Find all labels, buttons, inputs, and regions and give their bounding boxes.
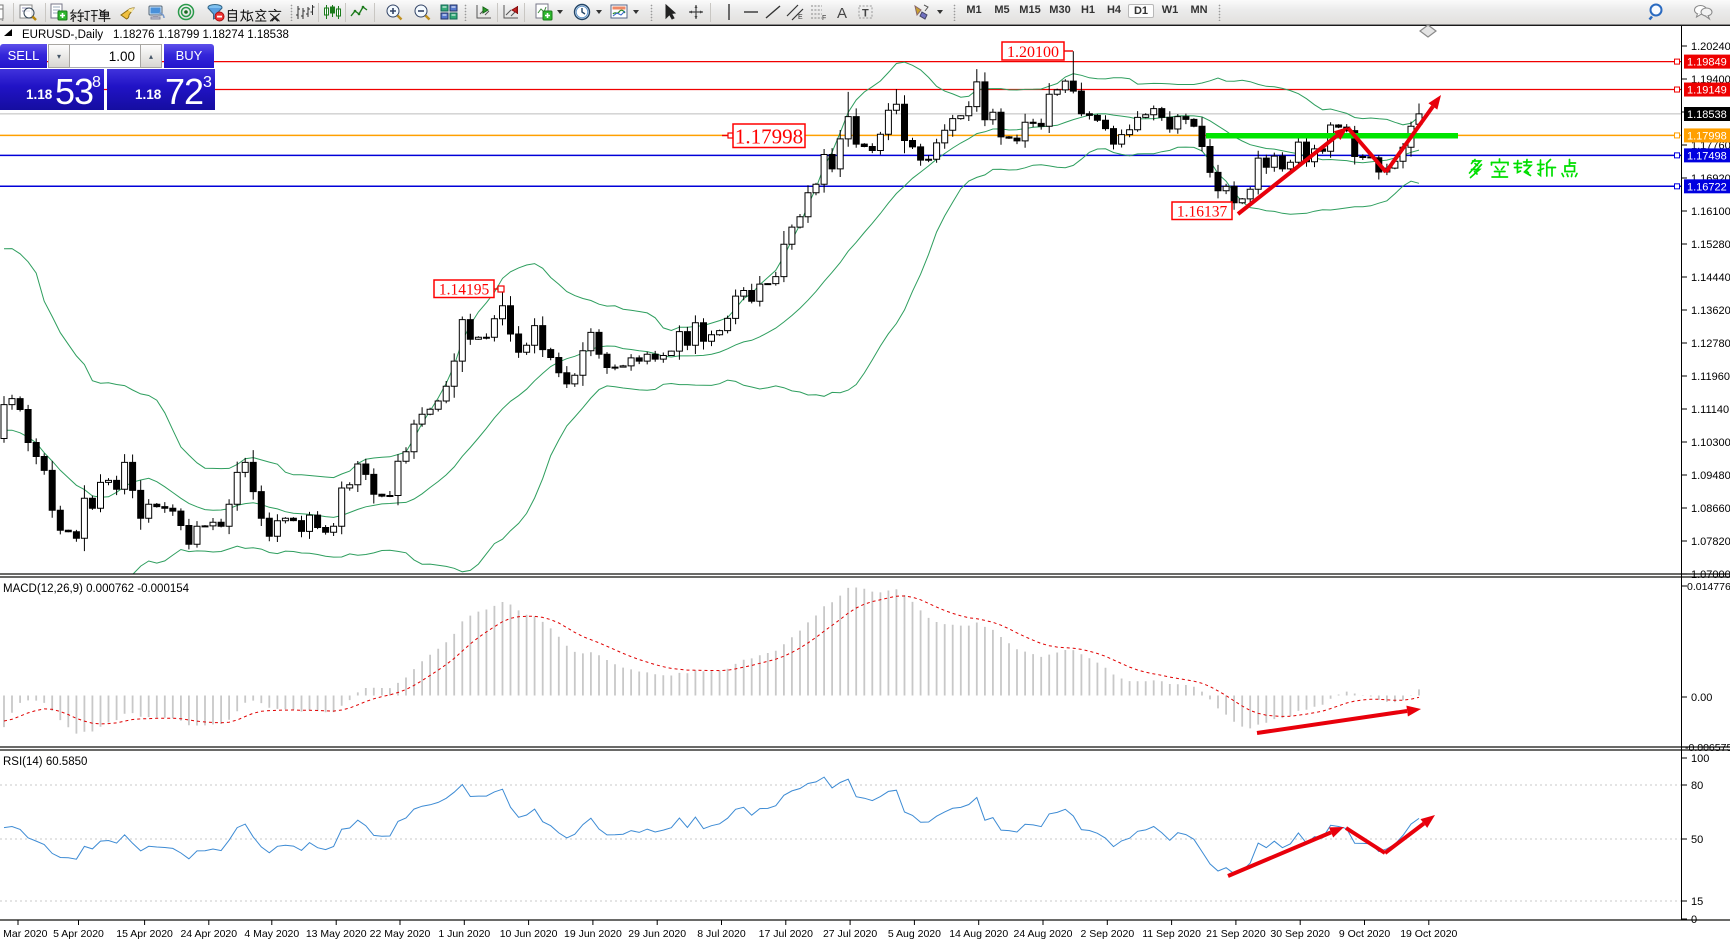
svg-text:13 May 2020: 13 May 2020 bbox=[306, 928, 367, 940]
svg-text:1.19849: 1.19849 bbox=[1687, 57, 1727, 69]
svg-text:1.14440: 1.14440 bbox=[1691, 272, 1730, 284]
svg-text:1.17998: 1.17998 bbox=[1687, 130, 1727, 142]
svg-text:-0.006575: -0.006575 bbox=[1685, 742, 1730, 754]
svg-text:A: A bbox=[837, 5, 847, 22]
svg-text:1.09480: 1.09480 bbox=[1691, 470, 1730, 482]
svg-text:1.16722: 1.16722 bbox=[1687, 181, 1727, 193]
svg-text:80: 80 bbox=[1691, 780, 1703, 792]
svg-text:24 Apr 2020: 24 Apr 2020 bbox=[180, 928, 237, 940]
svg-text:24 Aug 2020: 24 Aug 2020 bbox=[1014, 928, 1073, 940]
svg-text:26 Mar 2020: 26 Mar 2020 bbox=[0, 928, 48, 940]
svg-text:1.10300: 1.10300 bbox=[1691, 437, 1730, 449]
svg-text:EURUSD-,Daily: EURUSD-,Daily bbox=[22, 29, 103, 41]
svg-text:1.16100: 1.16100 bbox=[1691, 206, 1730, 218]
svg-text:15 Apr 2020: 15 Apr 2020 bbox=[116, 928, 173, 940]
svg-text:30 Sep 2020: 30 Sep 2020 bbox=[1270, 928, 1330, 940]
svg-text:1 Jun 2020: 1 Jun 2020 bbox=[438, 928, 490, 940]
svg-text:11 Sep 2020: 11 Sep 2020 bbox=[1142, 928, 1201, 940]
svg-text:27 Jul 2020: 27 Jul 2020 bbox=[823, 928, 877, 940]
svg-text:21 Sep 2020: 21 Sep 2020 bbox=[1206, 928, 1266, 940]
svg-text:1.18538: 1.18538 bbox=[1687, 109, 1727, 121]
svg-text:1.20240: 1.20240 bbox=[1691, 41, 1730, 53]
svg-text:17 Jul 2020: 17 Jul 2020 bbox=[759, 928, 813, 940]
svg-text:5 Aug 2020: 5 Aug 2020 bbox=[888, 928, 941, 940]
svg-text:1.17998: 1.17998 bbox=[735, 124, 803, 148]
svg-text:0: 0 bbox=[1691, 914, 1697, 926]
svg-text:1.11960: 1.11960 bbox=[1691, 371, 1730, 383]
svg-text:19 Jun 2020: 19 Jun 2020 bbox=[564, 928, 622, 940]
svg-text:1.20100: 1.20100 bbox=[1007, 44, 1059, 61]
svg-text:8 Jul 2020: 8 Jul 2020 bbox=[697, 928, 746, 940]
svg-text:0.014776: 0.014776 bbox=[1687, 581, 1730, 593]
svg-text:14 Aug 2020: 14 Aug 2020 bbox=[949, 928, 1008, 940]
svg-text:1.17498: 1.17498 bbox=[1687, 150, 1727, 162]
svg-text:15: 15 bbox=[1691, 896, 1703, 908]
svg-text:50: 50 bbox=[1691, 834, 1703, 846]
svg-text:F: F bbox=[822, 15, 826, 22]
svg-text:RSI(14) 60.5850: RSI(14) 60.5850 bbox=[3, 756, 87, 768]
svg-text:1.11140: 1.11140 bbox=[1691, 404, 1729, 416]
svg-text:1.12780: 1.12780 bbox=[1691, 338, 1730, 350]
svg-text:1.15280: 1.15280 bbox=[1691, 239, 1730, 251]
svg-text:19 Oct 2020: 19 Oct 2020 bbox=[1400, 928, 1457, 940]
svg-text:E: E bbox=[798, 14, 803, 21]
svg-text:22 May 2020: 22 May 2020 bbox=[370, 928, 431, 940]
svg-text:1.19149: 1.19149 bbox=[1687, 85, 1727, 97]
svg-text:1.07000: 1.07000 bbox=[1691, 569, 1730, 581]
svg-text:T: T bbox=[862, 8, 869, 20]
svg-text:0.00: 0.00 bbox=[1691, 692, 1712, 704]
svg-text:1.18276 1.18799 1.18274 1.1853: 1.18276 1.18799 1.18274 1.18538 bbox=[113, 29, 289, 41]
svg-text:10 Jun 2020: 10 Jun 2020 bbox=[500, 928, 558, 940]
svg-text:29 Jun 2020: 29 Jun 2020 bbox=[628, 928, 686, 940]
svg-text:1.14195: 1.14195 bbox=[439, 281, 490, 298]
svg-text:5 Apr 2020: 5 Apr 2020 bbox=[53, 928, 104, 940]
svg-text:1.07820: 1.07820 bbox=[1691, 536, 1730, 548]
svg-text:1.08660: 1.08660 bbox=[1691, 503, 1730, 515]
svg-text:9 Oct 2020: 9 Oct 2020 bbox=[1339, 928, 1391, 940]
svg-text:2 Sep 2020: 2 Sep 2020 bbox=[1080, 928, 1134, 940]
svg-text:1.16137: 1.16137 bbox=[1177, 203, 1228, 220]
svg-text:1.13620: 1.13620 bbox=[1691, 305, 1730, 317]
svg-text:100: 100 bbox=[1691, 753, 1709, 765]
svg-text:MACD(12,26,9) 0.000762 -0.0001: MACD(12,26,9) 0.000762 -0.000154 bbox=[3, 583, 190, 595]
svg-text:4 May 2020: 4 May 2020 bbox=[244, 928, 299, 940]
